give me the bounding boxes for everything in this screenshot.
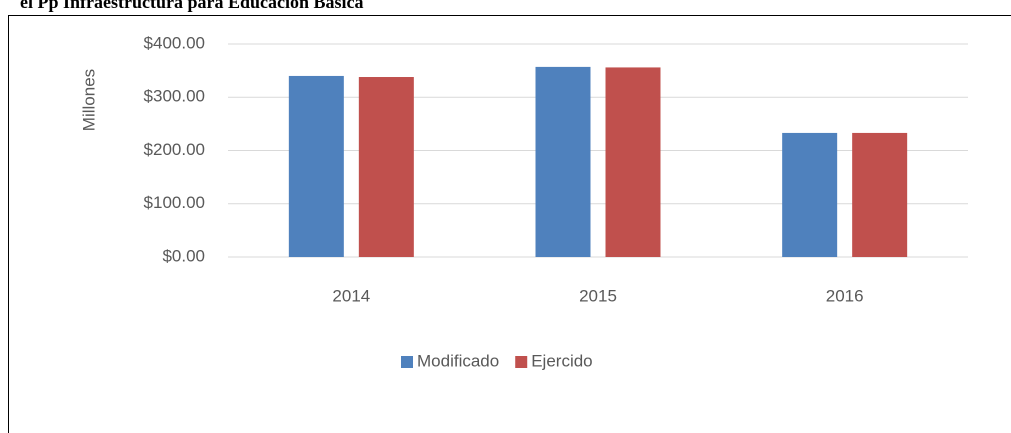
legend-label: Ejercido: [531, 351, 592, 370]
y-tick-label: $200.00: [144, 140, 205, 159]
bar: [288, 75, 344, 257]
legend-swatch: [401, 356, 413, 368]
bar: [605, 67, 661, 258]
bar: [782, 132, 838, 257]
y-tick-label: $400.00: [144, 33, 205, 52]
x-tick-label: 2015: [579, 286, 617, 305]
bar: [852, 132, 908, 257]
chart-frame: [8, 15, 1011, 433]
page-title: el Pp Infraestructura para Educación Bás…: [20, 0, 364, 12]
legend-swatch: [515, 356, 528, 368]
bar: [535, 66, 591, 258]
y-tick-label: $100.00: [144, 193, 205, 212]
y-axis-label: Millones: [79, 69, 98, 131]
y-tick-label: $300.00: [144, 87, 205, 106]
y-tick-label: $0.00: [162, 246, 205, 265]
x-tick-label: 2016: [826, 286, 864, 305]
bar: [358, 77, 414, 257]
legend-label: Modificado: [417, 351, 499, 370]
x-tick-label: 2014: [332, 286, 370, 305]
